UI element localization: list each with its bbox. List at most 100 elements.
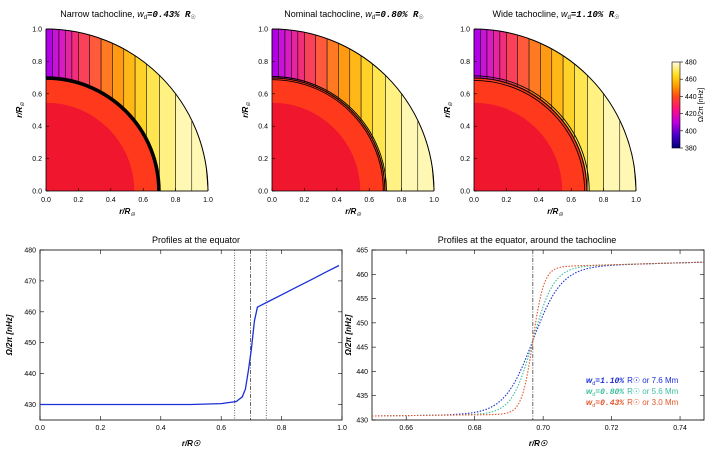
tachocline-contour	[271, 76, 387, 192]
quadrant-contour-band	[71, 30, 79, 83]
colorbar-gradient	[671, 61, 681, 149]
quadrant-contour-band	[271, 28, 279, 79]
x-tick-label: 0.8	[599, 197, 609, 204]
chart-tachocline-zoom: Profiles at the equator, around the tach…	[344, 235, 705, 448]
x-tick-label: 1.0	[337, 425, 347, 432]
quadrant-xlabel: r/R☉	[345, 207, 361, 218]
quadrant-contour-band	[480, 28, 488, 79]
tachocline-contour	[45, 76, 161, 192]
quadrant-panels: Narrow tachocline, wd=0.43% R☉ 0.0 0.2 0.4…	[15, 9, 641, 218]
x-tick-label: 0.70	[536, 425, 550, 432]
x-tick-label: 0.2	[502, 197, 512, 204]
chart-left-ylabel: Ω/2π [nHz]	[5, 314, 14, 356]
y-tick-label: 430	[24, 402, 36, 409]
y-tick-label: 0.8	[32, 59, 42, 66]
y-tick-label: 1.0	[258, 27, 268, 34]
legend-entry: wd=0.43% R☉ or 3.0 Mm	[586, 398, 679, 409]
x-tick-label: 0.66	[399, 425, 413, 432]
x-tick-label: 0.6	[566, 197, 576, 204]
quadrant-xlabel: r/R☉	[547, 207, 563, 218]
y-tick-label: 0.0	[258, 189, 268, 196]
x-tick-label: 0.2	[300, 197, 310, 204]
y-tick-label: 1.0	[32, 27, 42, 34]
y-tick-label: 440	[356, 369, 368, 376]
quadrant-contour-band	[65, 29, 73, 81]
x-tick-label: 0.2	[96, 425, 106, 432]
tachocline-contour	[271, 77, 386, 192]
quadrant-contour-band	[540, 42, 553, 110]
series-line-equator	[40, 264, 340, 406]
y-tick-label: 0.4	[258, 124, 268, 131]
y-tick-label: 0.4	[32, 124, 42, 131]
y-tick-label: 445	[356, 345, 368, 352]
colorbar-tick-label: 400	[685, 128, 697, 135]
quadrant-contour-band	[587, 74, 604, 192]
legend-entry: wd=1.10% R☉ or 7.6 Mm	[586, 376, 679, 387]
quadrant-contour-band	[473, 28, 481, 79]
core-region	[474, 102, 563, 191]
quadrant-contour-band	[159, 74, 176, 192]
tachocline-contour	[45, 77, 160, 192]
colorbar-tick-label: 420	[685, 111, 697, 118]
y-tick-label: 450	[24, 340, 36, 347]
chart-left-title: Profiles at the equator	[152, 235, 240, 245]
y-tick-label: 0.2	[32, 156, 42, 163]
x-tick-label: 1.0	[429, 197, 439, 204]
quadrant-contour-band	[315, 34, 328, 93]
quadrant-ylabel: r/R☉	[15, 102, 26, 118]
y-tick-label: 0.2	[460, 156, 470, 163]
y-tick-label: 455	[356, 296, 368, 303]
x-tick-label: 0.6	[364, 197, 374, 204]
x-tick-label: 0.0	[35, 425, 45, 432]
y-tick-label: 450	[356, 320, 368, 327]
colorbar-label: Ω/2π [nHz]	[698, 88, 705, 122]
tachocline-contour	[473, 75, 590, 192]
tachocline-contour	[473, 77, 588, 192]
core-region	[46, 102, 135, 191]
panel-title-wide: Wide tachocline, wd=1.10% R☉	[493, 9, 620, 21]
y-tick-label: 435	[356, 393, 368, 400]
quadrant-ylabel: r/R☉	[241, 102, 252, 118]
y-tick-label: 470	[24, 278, 36, 285]
quadrant-contour-band	[551, 48, 564, 122]
x-tick-label: 0.0	[41, 197, 51, 204]
y-tick-label: 1.0	[460, 27, 470, 34]
quadrant-contour-band	[52, 28, 60, 79]
y-tick-label: 430	[356, 418, 368, 425]
y-tick-label: 440	[24, 371, 36, 378]
colorbar-tick-label: 460	[685, 77, 697, 84]
quadrant-contour-band	[619, 120, 637, 192]
chart-right-frame	[371, 249, 705, 421]
x-tick-label: 0.2	[74, 197, 84, 204]
quadrant-panel-wide: Wide tachocline, wd=1.10% R☉ 0.0 0.2 0.4 0.…	[443, 9, 641, 218]
surface-boundary	[473, 28, 637, 192]
y-tick-label: 480	[24, 248, 36, 255]
quadrant-contour-band	[100, 38, 113, 100]
y-tick-label: 0.8	[460, 59, 470, 66]
y-tick-label: 0.4	[460, 124, 470, 131]
quadrant-contour-band	[385, 74, 402, 192]
y-tick-label: 0.6	[32, 91, 42, 98]
x-tick-label: 0.8	[277, 425, 287, 432]
tachocline-contour	[45, 78, 159, 192]
quadrant-contour-band	[89, 34, 102, 93]
x-tick-label: 0.8	[397, 197, 407, 204]
quadrant-contour-band	[349, 48, 362, 122]
tachocline-contour	[271, 79, 384, 192]
x-tick-label: 0.72	[605, 425, 619, 432]
quadrant-contour-band	[417, 120, 435, 192]
quadrant-contour-band	[401, 93, 419, 192]
y-tick-label: 460	[24, 309, 36, 316]
chart-equator-profile: Profiles at the equator 0.0 0.2 0.4 0.6 0.8 1…	[5, 235, 347, 448]
x-tick-label: 0.68	[468, 425, 482, 432]
quadrant-contour-band	[603, 93, 621, 192]
surface-boundary	[45, 28, 209, 192]
quadrant-panel-narrow: Narrow tachocline, wd=0.43% R☉ 0.0 0.2 0.4…	[15, 9, 213, 218]
quadrant-xlabel: r/R☉	[119, 207, 135, 218]
quadrant-contour-band	[291, 29, 299, 81]
quadrant-contour-band	[528, 38, 541, 100]
panel-title-narrow: Narrow tachocline, wd=0.43% R☉	[60, 9, 196, 21]
tachocline-contour	[473, 79, 586, 192]
